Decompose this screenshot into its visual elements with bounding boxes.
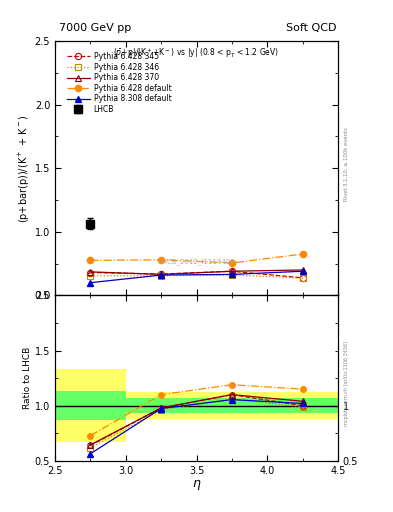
Pythia 6.428 346 <box>159 272 163 279</box>
Line: Pythia 6.428 346: Pythia 6.428 346 <box>87 272 306 282</box>
Pythia 6.428 370 <box>300 267 305 273</box>
Pythia 8.308 default <box>300 268 305 274</box>
Line: Pythia 6.428 default: Pythia 6.428 default <box>87 251 306 266</box>
Y-axis label: (p+bar(p))/(K$^+$ + K$^-$): (p+bar(p))/(K$^+$ + K$^-$) <box>17 114 32 223</box>
Pythia 6.428 346 <box>88 272 93 279</box>
Pythia 8.308 default <box>88 280 93 286</box>
Bar <box>303 392 338 419</box>
Text: ($\bar{p}$+p)/(K$^+$+K$^-$) vs |y| (0.8 < p$_T$ < 1.2 GeV): ($\bar{p}$+p)/(K$^+$+K$^-$) vs |y| (0.8 … <box>114 46 279 60</box>
Pythia 6.428 default <box>159 257 163 263</box>
Pythia 8.308 default <box>159 272 163 278</box>
Pythia 6.428 default <box>88 258 93 264</box>
Line: Pythia 6.428 345: Pythia 6.428 345 <box>87 268 306 281</box>
Text: Soft QCD: Soft QCD <box>286 23 336 33</box>
Pythia 6.428 370 <box>230 268 234 274</box>
Pythia 6.428 346 <box>230 272 234 278</box>
Text: LHCB_2012_I1119400: LHCB_2012_I1119400 <box>158 258 235 265</box>
Text: mcplots.cern.ch [arXiv:1306.3436]: mcplots.cern.ch [arXiv:1306.3436] <box>344 342 349 426</box>
Pythia 6.428 346 <box>300 275 305 281</box>
Pythia 6.428 default <box>300 251 305 257</box>
Bar <box>303 398 338 413</box>
Legend: Pythia 6.428 345, Pythia 6.428 346, Pythia 6.428 370, Pythia 6.428 default, Pyth: Pythia 6.428 345, Pythia 6.428 346, Pyth… <box>64 50 174 116</box>
Bar <box>126 398 303 413</box>
Line: Pythia 6.428 370: Pythia 6.428 370 <box>87 267 306 278</box>
X-axis label: $\eta$: $\eta$ <box>192 478 201 493</box>
Pythia 6.428 default <box>230 260 234 266</box>
Pythia 6.428 370 <box>159 271 163 278</box>
Y-axis label: Ratio to LHCB: Ratio to LHCB <box>23 347 32 409</box>
Pythia 8.308 default <box>230 271 234 278</box>
Bar <box>55 391 126 420</box>
Bar <box>55 369 126 442</box>
Pythia 6.428 345 <box>230 268 234 274</box>
Text: 7000 GeV pp: 7000 GeV pp <box>59 23 131 33</box>
Pythia 6.428 345 <box>300 275 305 281</box>
Line: Pythia 8.308 default: Pythia 8.308 default <box>87 268 306 286</box>
Pythia 6.428 345 <box>159 271 163 277</box>
Pythia 6.428 345 <box>88 269 93 275</box>
Bar <box>126 392 303 419</box>
Pythia 6.428 370 <box>88 269 93 275</box>
Text: Rivet 3.1.10, ≥ 100k events: Rivet 3.1.10, ≥ 100k events <box>344 127 349 201</box>
